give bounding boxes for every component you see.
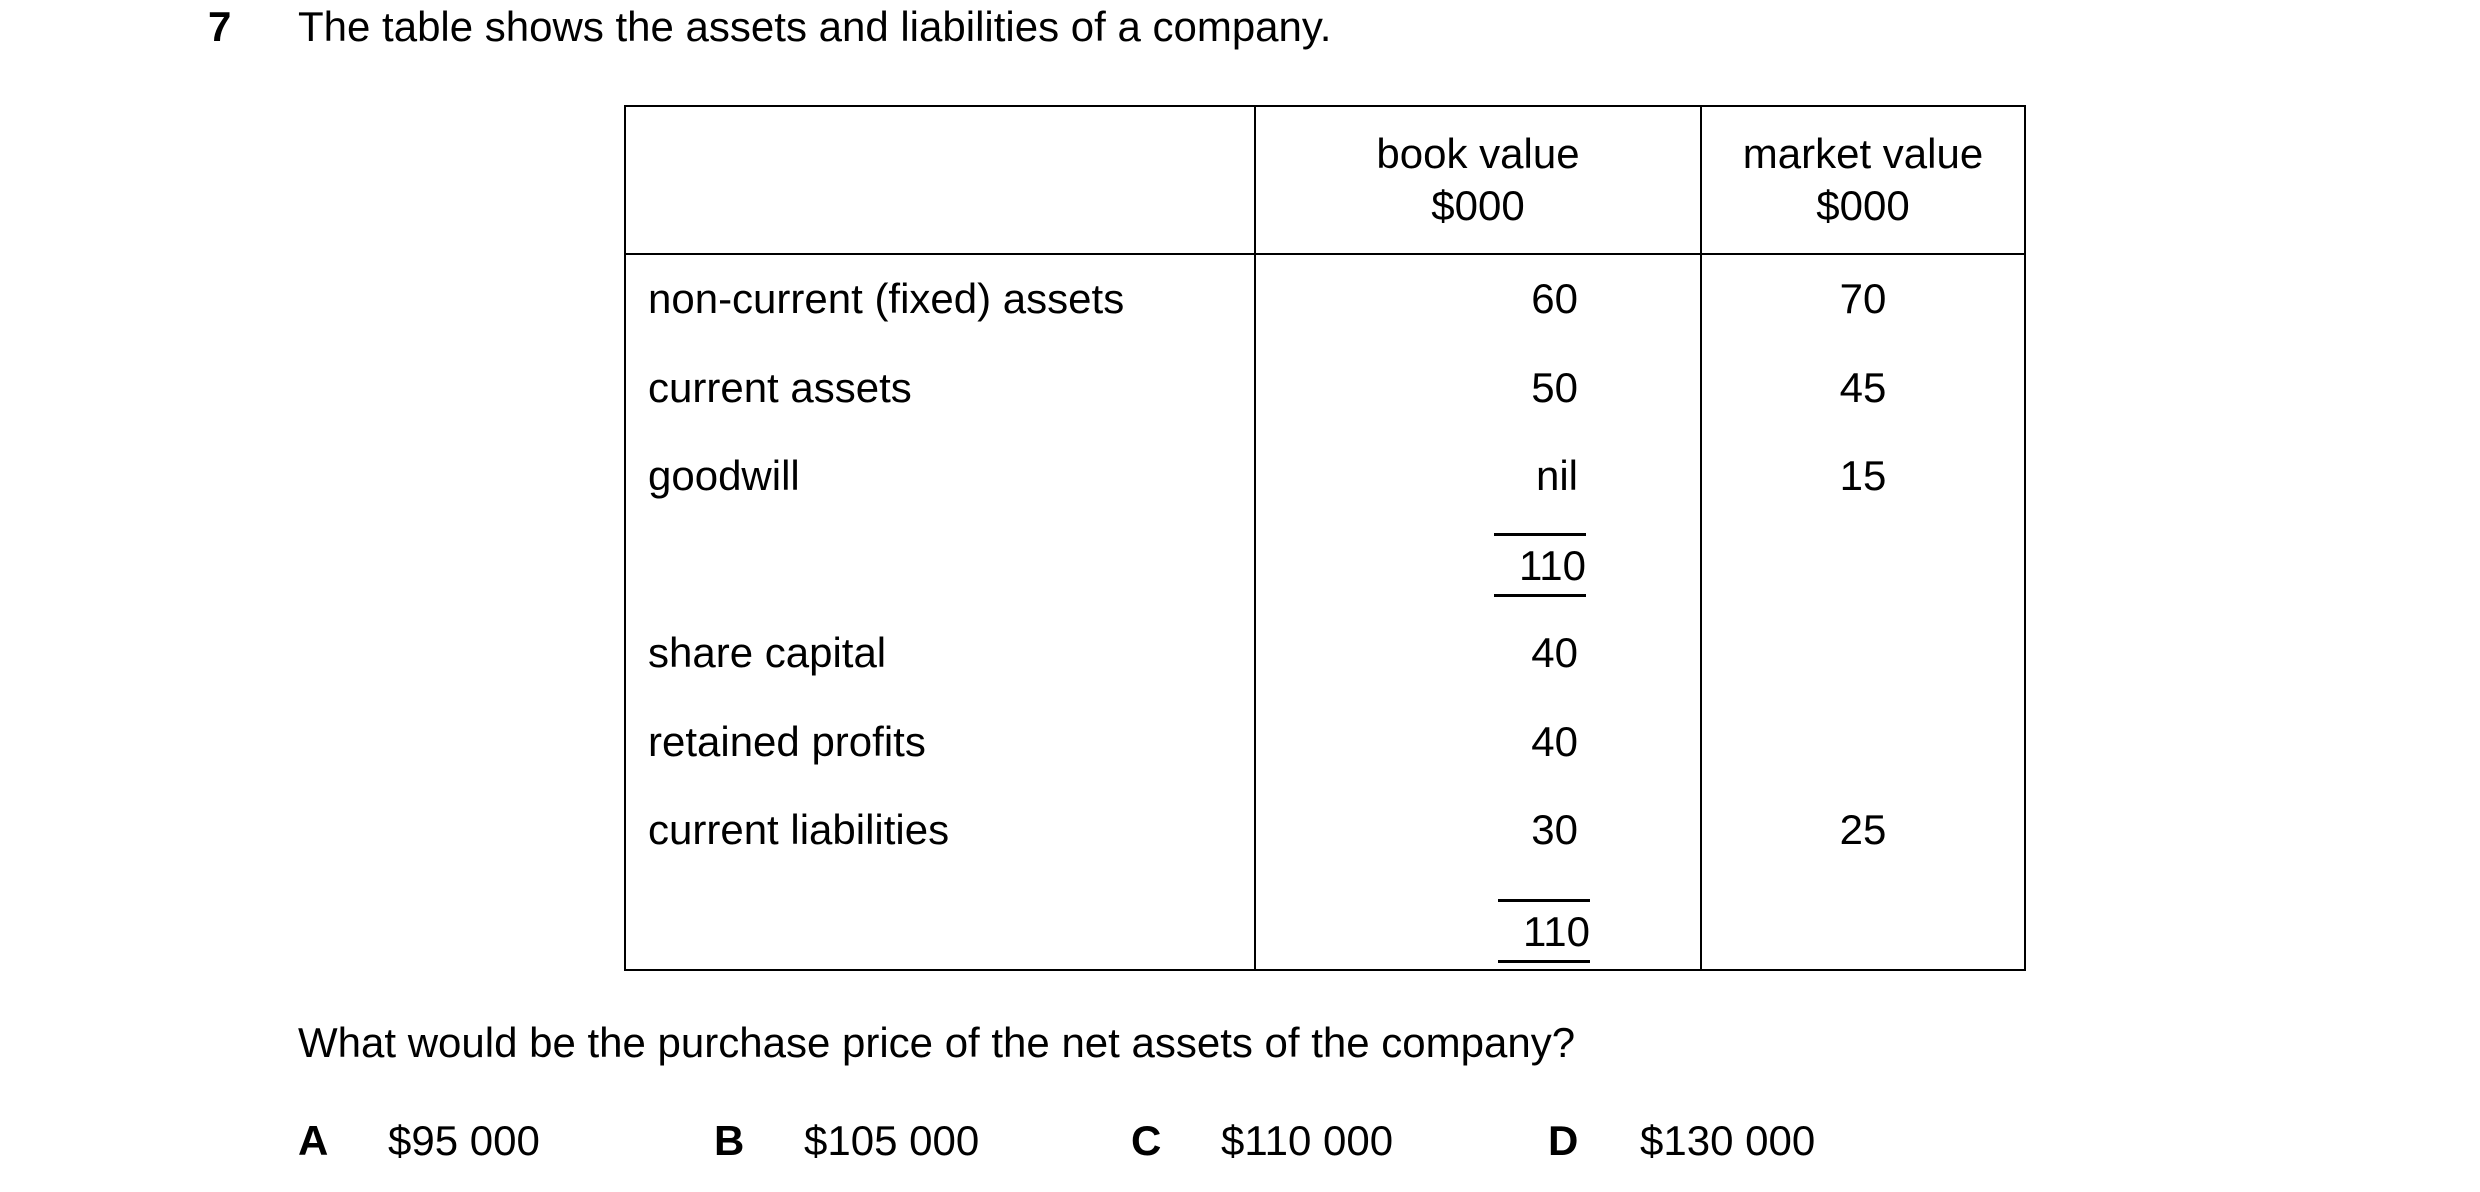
row-label: non-current (fixed) assets — [624, 254, 1256, 344]
table-row: retained profits 40 — [624, 697, 2026, 786]
market-value-cell: 25 — [1701, 786, 2026, 875]
table-row: current liabilities 30 25 — [624, 786, 2026, 875]
total-row: 110 — [624, 874, 2026, 971]
header-book-line2: $000 — [1431, 182, 1525, 229]
table-row: non-current (fixed) assets 60 70 — [624, 254, 2026, 344]
book-value-cell: 40 — [1255, 697, 1702, 786]
market-value-cell: 70 — [1701, 254, 2026, 344]
table-row: current assets 50 45 — [624, 343, 2026, 432]
option-c-letter[interactable]: C — [1131, 1117, 1162, 1164]
option-d-value[interactable]: $130 000 — [1640, 1117, 1816, 1164]
option-a-letter[interactable]: A — [298, 1117, 329, 1164]
row-label: goodwill — [624, 432, 1256, 521]
market-value-cell — [1701, 520, 2026, 609]
option-d-letter[interactable]: D — [1548, 1117, 1579, 1164]
table-header-row: book value $000 market value $000 — [624, 105, 2026, 255]
question-prompt: What would be the purchase price of the … — [298, 1019, 1576, 1066]
book-value-cell: 30 — [1255, 786, 1702, 875]
market-value-cell: 45 — [1701, 343, 2026, 432]
market-value-cell: 15 — [1701, 432, 2026, 521]
option-b-letter[interactable]: B — [714, 1117, 745, 1164]
assets-liabilities-table: book value $000 market value $000 non-cu… — [624, 105, 2026, 971]
market-value-cell — [1701, 874, 2026, 971]
header-book-line1: book value — [1376, 130, 1580, 177]
book-total-cell: 110 — [1255, 874, 1702, 971]
header-book-value: book value $000 — [1254, 105, 1702, 255]
header-market-value: market value $000 — [1700, 105, 2026, 255]
row-label: share capital — [624, 609, 1256, 698]
book-total-value: 110 — [1494, 532, 1586, 597]
header-market-line2: $000 — [1816, 182, 1910, 229]
row-label: retained profits — [624, 697, 1256, 786]
market-value-cell — [1701, 609, 2026, 698]
option-c-value[interactable]: $110 000 — [1221, 1117, 1394, 1164]
row-label — [624, 520, 1256, 609]
row-label — [624, 874, 1256, 971]
subtotal-row: 110 — [624, 520, 2026, 609]
book-value-cell: 60 — [1255, 254, 1702, 344]
book-total-cell: 110 — [1255, 520, 1702, 609]
book-value-cell: 40 — [1255, 609, 1702, 698]
option-b-value[interactable]: $105 000 — [804, 1117, 980, 1164]
market-value-cell — [1701, 697, 2026, 786]
book-value-cell: nil — [1255, 432, 1702, 521]
header-blank — [624, 105, 1256, 255]
question-number: 7 — [208, 3, 232, 50]
book-total-value: 110 — [1498, 899, 1590, 963]
question-text: The table shows the assets and liabiliti… — [298, 3, 1332, 50]
table-row: share capital 40 — [624, 609, 2026, 698]
option-a-value[interactable]: $95 000 — [388, 1117, 540, 1164]
header-market-line1: market value — [1742, 130, 1984, 177]
row-label: current assets — [624, 343, 1256, 432]
table-row: goodwill nil 15 — [624, 432, 2026, 521]
book-value-cell: 50 — [1255, 343, 1702, 432]
row-label: current liabilities — [624, 786, 1256, 875]
